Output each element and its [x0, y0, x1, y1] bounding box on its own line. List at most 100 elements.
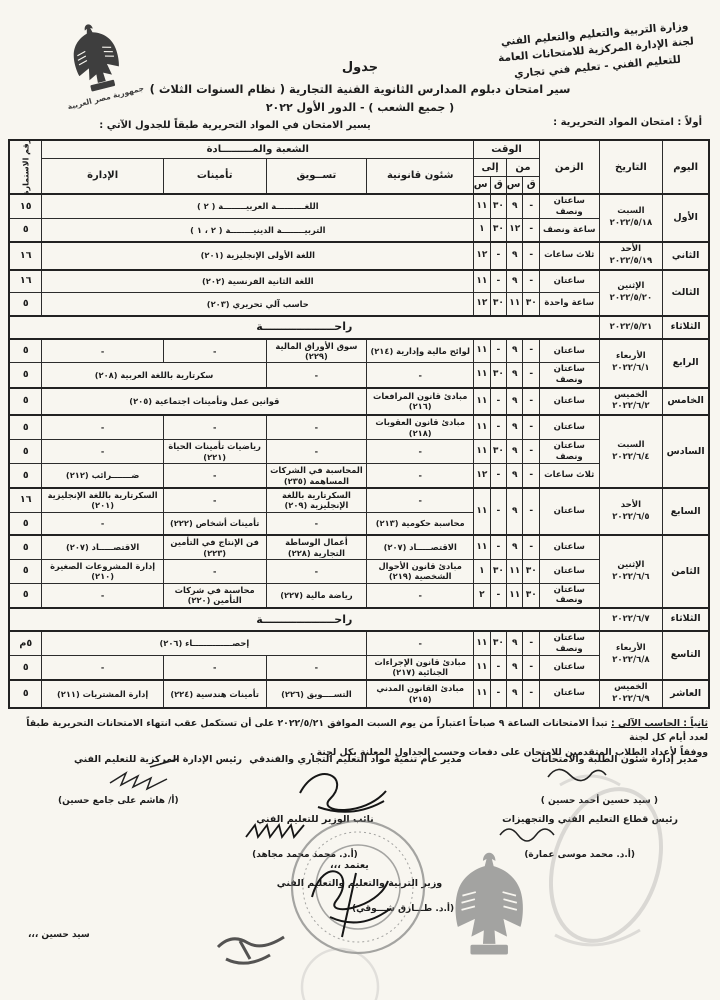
date-cell: الأحد ٢٠٢٢/٦/٥ — [598, 486, 664, 536]
col-header-date: التاريخ — [598, 139, 664, 195]
subject-cell: التســــويق (٢٢٦) — [265, 678, 368, 709]
col-header-to-hr: س — [473, 175, 491, 195]
time-cell: ٣٠ — [489, 558, 508, 584]
time-cell: ٩ — [506, 193, 524, 220]
sig-name-technical-education-sector: (أ.د. محمد موسى عمارة) — [524, 850, 635, 860]
day-cell: الثلاثاء — [662, 606, 710, 632]
table-row: الثامن الإثنين ٢٠٢٢/٦/٦ ساعتان - ٩ - ١١ ا… — [8, 534, 710, 609]
time-cell: ١٢ — [473, 240, 491, 271]
signature-squiggle — [299, 773, 387, 813]
subject-cell: السكرتارية باللغة الإنجليزية (٢٠١) — [41, 486, 164, 513]
subject-cell: فن الإنتاج في التأمين (٢٢٣) — [162, 534, 267, 560]
time-cell: - — [522, 534, 540, 560]
minister-title: وزير التربية والتعليم والتعليم الفني — [276, 878, 443, 889]
time-cell: ٩ — [506, 362, 524, 388]
form-number-cell: ٥ — [8, 655, 43, 681]
time-cell: ٣٠ — [489, 218, 508, 243]
table-row: محاسبة حكومية (٢١٣) - تأمينات أشخاص (٢٢٢… — [8, 511, 709, 536]
duration-cell: ساعتان — [538, 655, 600, 681]
table-row: ساعتان ونصف ٣٠ ١١ - ٢ - رياضة مالية (٢٢٧… — [8, 582, 709, 609]
subject-cell: - — [366, 486, 475, 513]
time-cell: ٩ — [506, 629, 524, 657]
col-header-legal-affairs: شئون قانونية — [366, 157, 475, 195]
time-cell: - — [522, 386, 540, 416]
subject-cell: محاسبة في شركات التأمين (٢٢٠) — [162, 582, 267, 609]
day-cell: الأول — [662, 193, 710, 243]
form-number-cell: ٥ — [8, 292, 43, 317]
day-cell: الثامن — [662, 534, 710, 609]
subject-cell: - — [162, 414, 267, 441]
exam-schedule-table-wrap: اليوم التاريخ الزمن الوقت الشعبة والمـــ… — [8, 139, 710, 709]
date-cell: السبت ٢٠٢٢/٦/٤ — [598, 414, 664, 489]
time-cell: ١١ — [473, 362, 491, 388]
sig-name-central-admin: (أ/ هاشم على جامع حسين) — [58, 796, 179, 806]
date-dayname: الخميس — [614, 389, 648, 400]
subject-cell: سكرتارية باللغة العربية (٢٠٨) — [41, 362, 267, 388]
date-dayname: الأحد — [620, 243, 642, 254]
date-dayname: الخميس — [614, 681, 648, 692]
subject-cell: مبادئ قانون المرافعات (٢١٦) — [366, 386, 475, 416]
subject-cell: - — [265, 558, 368, 584]
time-cell: - — [489, 678, 508, 709]
time-cell: ٣٠ — [489, 362, 508, 388]
day-cell: التاسع — [662, 629, 710, 681]
time-cell: ٣٠ — [522, 582, 540, 609]
time-cell: - — [522, 463, 540, 489]
subject-cell: - — [366, 438, 475, 465]
date-value: ٢٠٢٢/٦/٤ — [612, 451, 650, 462]
form-number-cell: ٥ — [8, 534, 43, 560]
time-cell: - — [489, 414, 508, 441]
date-dayname: السبت — [617, 205, 645, 216]
minister-name: (أ.د. طـــارق شـــوقي) — [352, 904, 455, 914]
form-number-cell: ٥ — [8, 438, 43, 465]
form-number-cell: ١٦ — [8, 268, 43, 294]
date-cell: الأحد ٢٠٢٢/٥/١٩ — [598, 240, 664, 271]
subject-cell: - — [41, 414, 164, 441]
subject-cell: قوانين عمل وتأمينات اجتماعية (٢٠٥) — [41, 386, 368, 416]
time-cell: ٩ — [506, 414, 524, 441]
duration-cell: ساعتان — [538, 534, 600, 560]
subject-cell: - — [366, 362, 475, 388]
duration-cell: ساعتان ونصف — [538, 629, 600, 657]
date-dayname: الأربعاء — [616, 643, 646, 654]
time-cell: - — [522, 218, 540, 243]
table-row: السابع الأحد ٢٠٢٢/٦/٥ ساعتان - ٩ - ١١ - ا… — [8, 486, 710, 536]
subject-cell: مبادئ قانون الإجراءات الجنائية (٢١٧) — [366, 655, 475, 681]
time-cell: - — [489, 655, 508, 681]
col-header-administration: الإدارة — [41, 157, 164, 195]
date-value: ٢٠٢٢/٦/٦ — [612, 571, 650, 582]
subject-cell: إحصــــــــــــــاء (٢٠٦) — [41, 629, 368, 657]
subject-cell: - — [366, 463, 475, 489]
time-cell: ١١ — [473, 534, 491, 560]
time-cell: ٣٠ — [522, 292, 540, 317]
time-cell: ٩ — [506, 534, 524, 560]
date-value: ٢٠٢٢/٥/١٩ — [609, 255, 653, 266]
duration-cell: ثلاث ساعات — [538, 463, 600, 489]
time-cell: ١١ — [506, 582, 524, 609]
time-cell: ١٢ — [506, 218, 524, 243]
document-subtitle-2: ( جميع الشعب ) - الدور الأول ٢٠٢٢ — [265, 101, 455, 114]
time-cell: ٣٠ — [522, 558, 540, 584]
signature-squiggle — [245, 822, 305, 840]
time-cell: - — [522, 337, 540, 364]
time-cell: ٩ — [506, 240, 524, 271]
handwriting-smudge — [216, 935, 285, 965]
time-cell: ٢ — [473, 582, 491, 609]
rest-cell: راحـــــــــــــــــــة — [8, 314, 600, 340]
date-cell: الإثنين ٢٠٢٢/٥/٢٠ — [598, 268, 664, 317]
table-row: الثالث الإثنين ٢٠٢٢/٥/٢٠ ساعتان - ٩ - ١١ … — [8, 268, 710, 317]
subject-cell: - — [162, 558, 267, 584]
time-cell: - — [522, 268, 540, 294]
stamps-and-signatures-layer — [109, 758, 664, 1000]
sig-title-students-affairs: مدير إدارة شئون الطلبة والامتحانات — [531, 754, 698, 765]
time-cell: ٩ — [506, 463, 524, 489]
date-cell: السبت ٢٠٢٢/٥/١٨ — [598, 193, 664, 243]
day-cell: الثلاثاء — [662, 314, 710, 340]
form-number-cell: ١٦ — [8, 486, 43, 513]
subject-cell: تأمينات أشخاص (٢٢٢) — [162, 511, 267, 536]
duration-cell: ساعتان — [538, 678, 600, 709]
subject-cell: - — [162, 486, 267, 513]
time-cell: - — [522, 655, 540, 681]
document-subtitle-1: سير امتحان دبلوم المدارس الثانوية الفنية… — [149, 82, 571, 96]
sig-title-technical-education-sector: رئيس قطاع التعليم الفني والتجهيزات — [502, 814, 678, 825]
